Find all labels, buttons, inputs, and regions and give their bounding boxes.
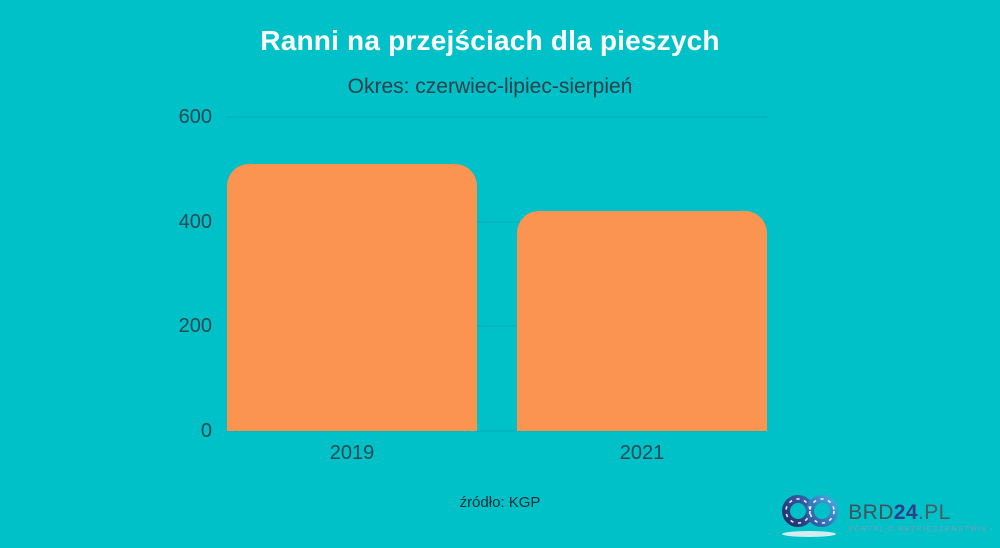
source-caption: źródło: KGP — [459, 494, 541, 511]
bar-2019 — [227, 164, 477, 431]
gridline-600 — [227, 116, 767, 118]
x-axis-label-2019: 2019 — [329, 442, 375, 464]
gridline-400 — [227, 221, 767, 223]
chart-subtitle: Okres: czerwiec-lipiec-sierpień — [347, 75, 633, 98]
plot-area: 0 200 400 600 2019 2021 — [179, 107, 767, 464]
gridline-200 — [227, 325, 767, 327]
brand-text-block: BRD24.PL PORTAL O BEZPIECZEŃSTWIE — [848, 502, 988, 533]
y-axis-tick-label-400: 400 — [178, 210, 212, 233]
infinity-road-icon — [779, 492, 843, 543]
gridline-0 — [227, 430, 767, 432]
y-axis-tick-label-600: 600 — [178, 106, 212, 128]
x-axis-label-2021: 2021 — [619, 442, 665, 464]
brand-logo: BRD24.PL PORTAL O BEZPIECZEŃSTWIE — [779, 492, 988, 543]
brand-prefix: BRD — [848, 501, 894, 524]
brand-tagline: PORTAL O BEZPIECZEŃSTWIE — [848, 526, 988, 533]
y-axis-tick-label-200: 200 — [178, 315, 212, 338]
y-axis-tick-label-0: 0 — [200, 420, 212, 442]
chart-title: Ranni na przejściach dla pieszych — [260, 25, 720, 56]
bar-2021 — [517, 211, 767, 431]
brand-number: 24 — [893, 501, 918, 524]
brand-name: BRD24.PL — [848, 502, 988, 523]
brand-suffix: .PL — [917, 501, 951, 524]
